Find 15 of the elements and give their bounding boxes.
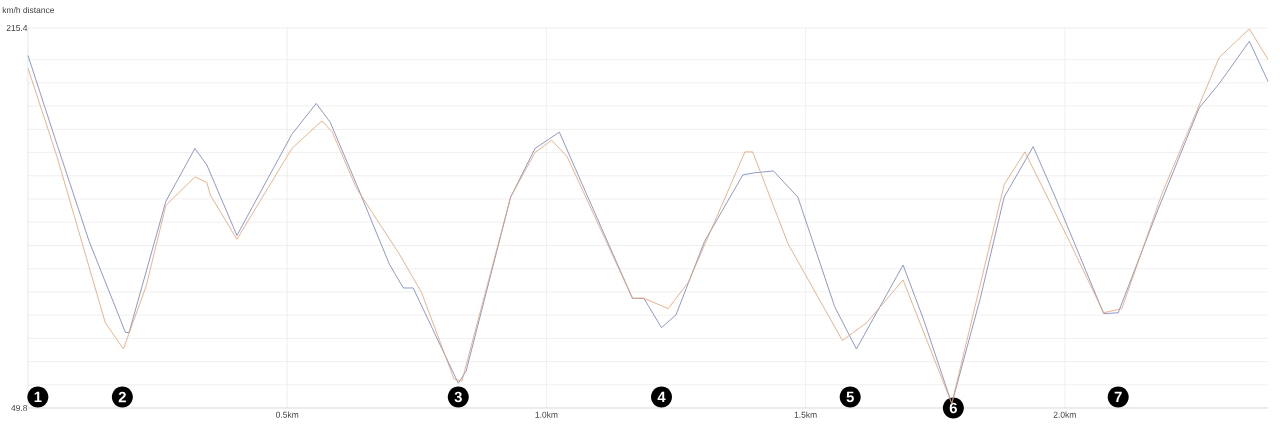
y-tick-label: 49.8 [11,404,28,411]
annotation: 1 [34,391,42,403]
annotation: 2 [118,391,126,403]
x-axis-title: distance [23,6,55,14]
x-tick-label: 1.0km [535,411,558,418]
annotation: 6 [949,402,957,414]
annotation: 3 [454,391,462,403]
annotation: 5 [846,391,854,403]
y-tick-label: 215.4 [6,24,28,31]
x-tick-label: 1.5km [794,411,817,418]
x-tick-label: 0.5km [276,411,299,418]
annotation: 4 [657,391,666,403]
annotation: 7 [1114,391,1122,403]
x-tick-label: 2.0km [1053,411,1076,418]
y-axis-title: km/h [2,6,21,14]
